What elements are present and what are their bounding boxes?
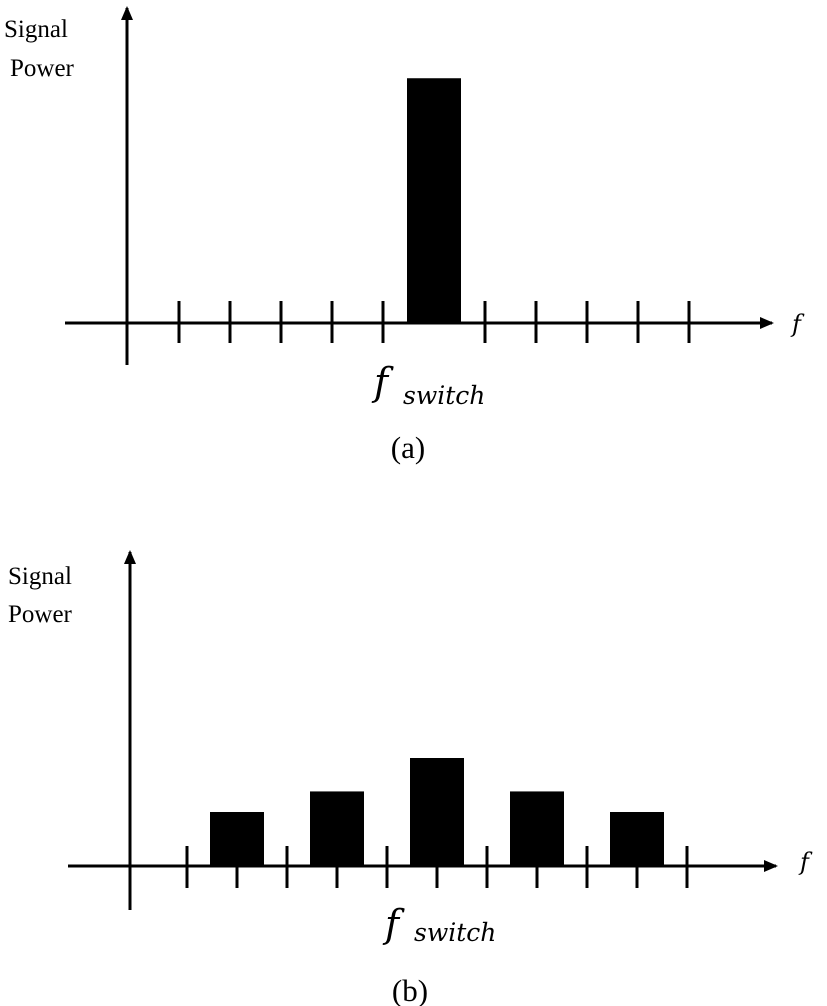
caption-b: (b)	[392, 973, 428, 1006]
y-axis-label-line2: Power	[10, 55, 75, 82]
bar	[210, 812, 264, 866]
center-frequency-symbol: f	[382, 902, 405, 946]
bar-series	[407, 78, 461, 323]
y-axis-label-line1: Signal	[4, 16, 68, 43]
chart-panel-a: Signal Power f f switch (a)	[4, 6, 805, 465]
bar-series	[210, 758, 664, 866]
x-axis-label: f	[790, 310, 805, 338]
center-frequency-subscript: switch	[403, 381, 485, 410]
y-axis-label-line2: Power	[8, 601, 73, 628]
chart-panel-b: Signal Power f f switch (b)	[8, 550, 813, 1006]
bar	[407, 78, 461, 323]
y-axis-label-line1: Signal	[8, 563, 72, 590]
bar	[310, 791, 364, 866]
x-axis-ticks	[177, 301, 691, 343]
center-frequency-symbol: f	[371, 360, 394, 404]
bar	[610, 812, 664, 866]
caption-a: (a)	[391, 430, 425, 465]
x-axis-label: f	[798, 848, 813, 876]
bar	[410, 758, 464, 866]
center-frequency-subscript: switch	[414, 918, 496, 947]
bar	[510, 791, 564, 866]
